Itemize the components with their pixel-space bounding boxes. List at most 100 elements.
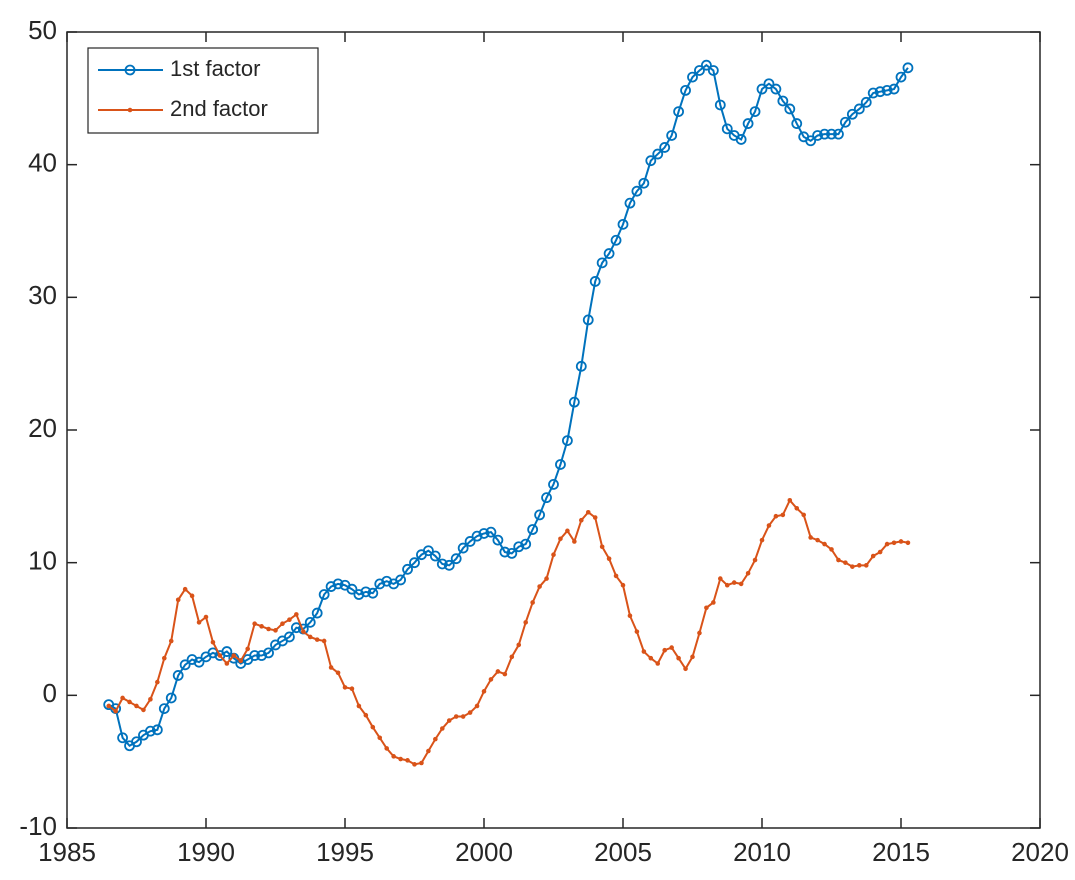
point <box>749 106 761 117</box>
point <box>131 736 142 748</box>
point <box>422 545 434 557</box>
point <box>867 87 879 99</box>
point <box>544 576 549 581</box>
point <box>833 128 844 140</box>
point <box>446 718 452 723</box>
y-tick-label: -10 <box>19 811 57 841</box>
point <box>249 650 261 661</box>
point <box>617 218 629 230</box>
legend-marker <box>127 107 133 113</box>
point <box>488 677 494 682</box>
point <box>113 708 118 714</box>
point <box>238 658 244 664</box>
point <box>589 276 601 287</box>
point <box>759 537 765 543</box>
point <box>391 754 396 759</box>
x-tick-label: 1995 <box>316 837 374 867</box>
point <box>562 435 573 447</box>
point <box>457 542 469 554</box>
point <box>321 638 327 644</box>
point <box>870 553 876 559</box>
point <box>846 108 858 120</box>
point <box>224 661 230 666</box>
point <box>127 699 132 705</box>
point <box>888 83 900 95</box>
point <box>565 528 570 534</box>
point <box>259 624 264 629</box>
point <box>467 710 473 715</box>
point <box>186 654 198 665</box>
point <box>791 118 803 129</box>
point <box>766 523 772 528</box>
point <box>520 538 532 550</box>
point <box>541 492 552 504</box>
point <box>877 549 883 555</box>
point <box>426 748 431 754</box>
point <box>572 539 577 544</box>
point <box>777 95 789 107</box>
point <box>106 703 111 709</box>
point <box>252 621 257 626</box>
point <box>558 536 563 542</box>
point <box>613 573 619 579</box>
point <box>655 661 661 666</box>
point <box>193 656 205 668</box>
point <box>374 578 386 590</box>
point <box>328 665 334 670</box>
point <box>697 630 702 636</box>
point <box>898 539 904 544</box>
point <box>606 556 612 561</box>
point <box>662 647 667 653</box>
point <box>405 758 410 763</box>
point <box>645 155 657 167</box>
point <box>805 135 817 147</box>
plot-frame <box>66 31 1041 829</box>
point <box>745 570 751 576</box>
point <box>311 607 323 619</box>
point <box>836 557 841 563</box>
point <box>263 647 274 659</box>
point <box>582 314 594 326</box>
point <box>853 103 865 115</box>
y-tick-label: 30 <box>28 280 57 310</box>
point <box>460 714 466 719</box>
point <box>752 557 758 563</box>
point <box>551 552 556 558</box>
point <box>481 689 487 694</box>
point <box>555 459 566 470</box>
point <box>819 128 830 140</box>
point <box>548 478 559 490</box>
point <box>711 600 716 605</box>
point <box>822 541 827 547</box>
x-tick-label: 2005 <box>594 837 652 867</box>
y-tick-label: 50 <box>28 15 57 45</box>
point <box>666 130 678 141</box>
point <box>756 83 768 95</box>
point <box>318 589 330 600</box>
point <box>395 574 407 586</box>
point <box>332 578 344 590</box>
point <box>450 553 462 565</box>
x-tick-label: 2020 <box>1011 837 1069 867</box>
point <box>627 613 633 619</box>
point <box>189 593 195 599</box>
point <box>148 697 153 702</box>
point <box>850 564 855 569</box>
point <box>676 655 681 661</box>
point <box>356 703 362 709</box>
point <box>634 629 640 634</box>
point <box>471 530 483 542</box>
point <box>857 563 862 568</box>
point <box>381 575 393 587</box>
point <box>690 654 695 660</box>
point <box>673 106 684 117</box>
point <box>266 626 271 632</box>
point <box>843 560 848 565</box>
point <box>287 617 292 623</box>
point <box>134 703 139 709</box>
point <box>648 655 654 661</box>
point <box>773 513 779 519</box>
